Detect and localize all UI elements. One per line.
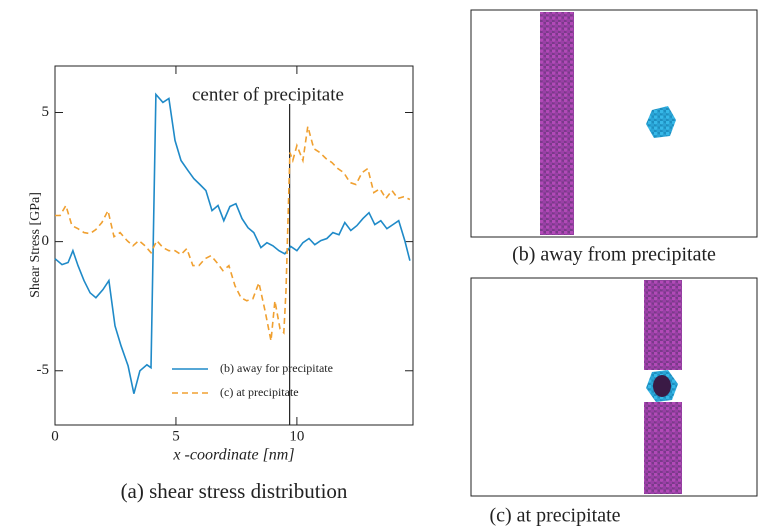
plot: 0 5 10 -5 0 5 (b) away for precipitate (c) at p… (37, 66, 413, 444)
panel-b-image (470, 9, 758, 238)
y-axis-label: Shear Stress [GPa] (28, 192, 43, 298)
dislocation (644, 402, 682, 494)
dislocation (644, 280, 682, 370)
y-tick-label: 5 (42, 104, 50, 120)
x-tick-label: 5 (172, 428, 180, 444)
legend-label: (b) away for precipitate (220, 361, 333, 375)
chart-caption: (a) shear stress distribution (121, 479, 348, 503)
annotation: center of precipitate (192, 84, 344, 105)
plot-frame (54, 65, 414, 426)
precipitate (646, 106, 676, 138)
y-tick-label: -5 (37, 362, 50, 378)
precipitate-core (653, 375, 671, 397)
x-tick-label: 10 (289, 428, 304, 444)
y-tick-label: 0 (42, 233, 50, 249)
x-axis-label: x -coordinate [nm] (172, 447, 294, 464)
series-line (55, 126, 411, 341)
x-tick-label: 0 (51, 428, 59, 444)
series-line (54, 92, 411, 394)
dislocation (540, 12, 574, 235)
panel-c-image (470, 277, 758, 497)
panel-caption: (c) at precipitate (489, 505, 620, 527)
panel-caption: (b) away from precipitate (512, 244, 716, 266)
legend-label: (c) at precipitate (220, 385, 299, 399)
